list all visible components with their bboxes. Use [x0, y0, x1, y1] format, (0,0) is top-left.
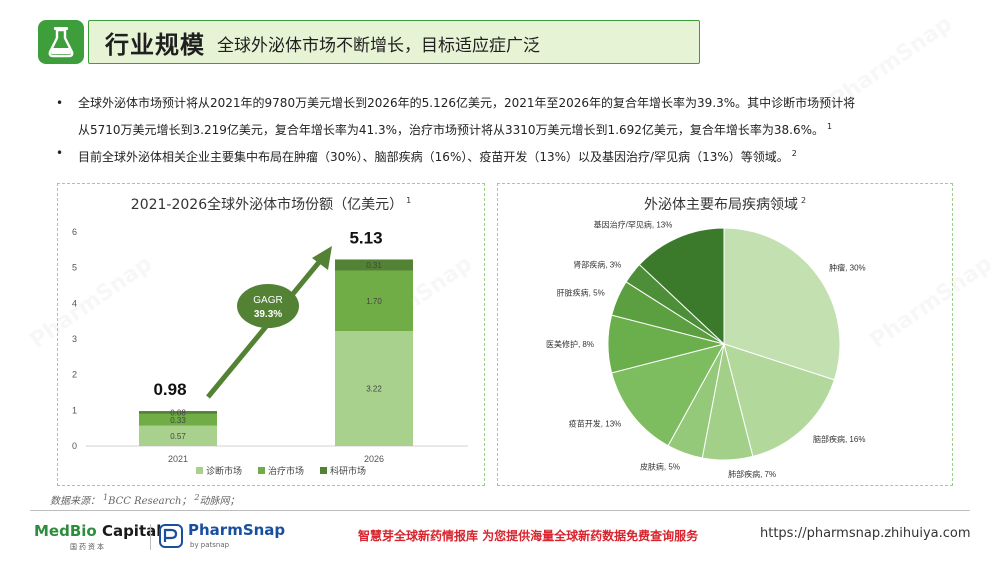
x-tick-label: 2021 [168, 454, 188, 464]
pie-chart-title: 外泌体主要布局疾病领域 2 [643, 196, 807, 213]
pie-chart-panel: 外泌体主要布局疾病领域 2 肿瘤, 30% 脑部疾病, 16% 肺部疾病, 7% 皮肤病… [497, 183, 953, 486]
flask-icon [48, 27, 74, 58]
bullet-item: 全球外泌体市场预计将从2021年的9780万美元增长到2026年的5.126亿美… [50, 92, 950, 142]
pie-label: 疫苗开发, 13% [569, 419, 621, 429]
bar-data-label: 0.31 [366, 261, 382, 270]
bar-segment [335, 331, 413, 446]
bullet-item: 目前全球外泌体相关企业主要集中布局在肿瘤（30%）、脑部疾病（16%）、疫苗开发… [50, 142, 950, 169]
brand-separator [150, 524, 151, 550]
bar-segment [335, 270, 413, 332]
growth-arrow-head [312, 246, 332, 270]
legend-label: 治疗市场 [268, 465, 304, 476]
bar-segment [139, 413, 217, 426]
footnote-ref: 1 [827, 122, 833, 131]
cagr-value: 39.3% [254, 309, 282, 320]
bar-data-label: 0.33 [170, 416, 186, 425]
bullet-line: 从5710万美元增长到3.219亿美元，复合年增长率为41.3%，治疗市场预计将… [78, 123, 825, 137]
bar-total-label: 0.98 [153, 380, 186, 399]
bar-data-label: 3.22 [366, 385, 382, 394]
y-tick-label: 0 [72, 441, 77, 451]
pie-chart: 肿瘤, 30% 脑部疾病, 16% 肺部疾病, 7% 皮肤病, 5% 疫苗开发, 13%… [546, 220, 866, 479]
pie-label: 肿瘤, 30% [829, 263, 865, 273]
page-title: 行业规模 [105, 30, 205, 59]
y-tick-label: 4 [72, 298, 77, 308]
pie-slice [723, 227, 841, 381]
y-tick-label: 5 [72, 263, 77, 273]
y-tick-label: 2 [72, 370, 77, 380]
pie-label: 肾部疾病, 3% [573, 259, 621, 269]
bullet-line: 目前全球外泌体相关企业主要集中布局在肿瘤（30%）、脑部疾病（16%）、疫苗开发… [78, 150, 789, 164]
pie-slice [611, 343, 725, 447]
pie-label: 基因治疗/罕见病, 13% [594, 220, 673, 230]
footer-url-link[interactable]: https://pharmsnap.zhihuiya.com [760, 526, 971, 541]
bar-chart-panel: 2021-2026全球外泌体市场份额（亿美元） 1 0 1 2 3 4 5 6 0.57 0.33… [57, 183, 485, 486]
x-tick-label: 2026 [364, 454, 384, 464]
flask-logo [38, 20, 84, 64]
pharmsnap-icon [159, 524, 183, 548]
bullet-line: 全球外泌体市场预计将从2021年的9780万美元增长到2026年的5.126亿美… [78, 96, 856, 110]
pie-slice [723, 343, 835, 457]
bar-data-label: 0.08 [170, 408, 186, 417]
pie-label: 脑部疾病, 16% [813, 434, 865, 444]
cagr-label: GAGR [253, 295, 282, 306]
pie-label: 皮肤病, 5% [640, 461, 680, 471]
y-tick-label: 3 [72, 334, 77, 344]
bar-data-label: 0.57 [170, 432, 186, 441]
data-source: 数据来源： 1BCC Research； 2动脉网； [50, 492, 240, 507]
bar-segment [335, 259, 413, 271]
bar-chart-title: 2021-2026全球外泌体市场份额（亿美元） 1 [130, 196, 412, 213]
bar-chart: 0 1 2 3 4 5 6 0.57 0.330.08 0.98 2021 3.22 1.70 0.31 5… [72, 227, 468, 476]
legend-swatch [258, 467, 265, 474]
y-tick-label: 1 [72, 405, 77, 415]
bar-segment [139, 425, 217, 446]
growth-arrow [206, 259, 322, 399]
cagr-badge [237, 284, 299, 328]
pharmsnap-subtitle: by patsnap [190, 541, 230, 549]
pie-slice [638, 227, 725, 346]
bullet-list: 全球外泌体市场预计将从2021年的9780万美元增长到2026年的5.126亿美… [50, 92, 950, 169]
y-tick-label: 6 [72, 227, 77, 237]
footer-divider [30, 510, 970, 511]
legend-swatch [196, 467, 203, 474]
bar-total-label: 5.13 [349, 228, 382, 247]
legend-label: 诊断市场 [206, 465, 242, 476]
pharmsnap-logo: PharmSnap [188, 521, 286, 539]
medbio-subtitle: 国药资本 [70, 543, 106, 551]
promo-text: 智慧芽全球新药情报库 为您提供海量全球新药数据免费查询服务 [358, 529, 699, 543]
pie-label: 肺部疾病, 7% [728, 469, 776, 479]
bar-data-label: 1.70 [366, 297, 382, 306]
footnote-ref: 2 [791, 149, 797, 158]
pie-label: 肝脏疾病, 5% [557, 287, 605, 297]
medbio-logo: MedBio Capital [34, 522, 162, 540]
bar-segment [139, 411, 217, 414]
page-subtitle: 全球外泌体市场不断增长，目标适应症广泛 [217, 36, 540, 56]
legend-label: 科研市场 [330, 465, 366, 476]
pie-label: 医美修护, 8% [546, 339, 594, 349]
legend-swatch [320, 467, 327, 474]
title-bar: 行业规模 全球外泌体市场不断增长，目标适应症广泛 [88, 20, 700, 64]
